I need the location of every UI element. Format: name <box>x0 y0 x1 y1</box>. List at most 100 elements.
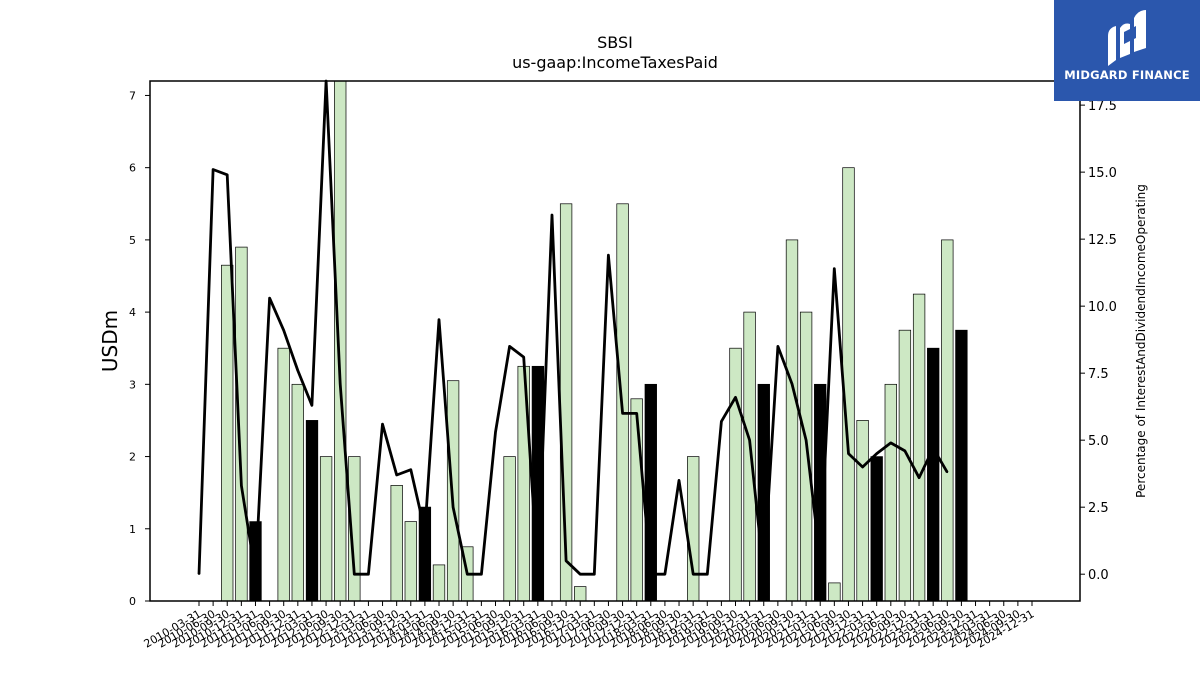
line-point <box>579 573 581 575</box>
y-axis-label: USDm <box>98 310 122 372</box>
line-point <box>734 396 737 399</box>
line-point <box>438 318 440 321</box>
line-point <box>381 423 384 425</box>
line-point <box>650 573 652 575</box>
line-point <box>805 439 807 442</box>
line-point <box>762 573 765 575</box>
y-tick-label: 5 <box>129 234 136 247</box>
line-point <box>777 345 779 348</box>
line-point <box>424 530 426 533</box>
bar-quarter <box>856 420 869 602</box>
y-tick-label: 1 <box>129 523 136 536</box>
y2-tick-label: 2.5 <box>1088 501 1109 516</box>
bar-quarter <box>574 586 587 602</box>
x-axis: 2010-03-312010-06-302010-09-302010-12-31… <box>142 601 1037 651</box>
line-point <box>353 573 356 575</box>
chart-subtitle: us-gaap:IncomeTaxesPaid <box>512 53 718 72</box>
line-point <box>748 439 751 442</box>
line-point <box>466 573 469 575</box>
line-point <box>819 560 821 562</box>
bar-quarter <box>743 311 756 602</box>
line-point <box>678 479 680 482</box>
line-point <box>791 383 793 385</box>
y2-tick-label: 5.0 <box>1088 434 1109 449</box>
y2-tick-label: 15.0 <box>1088 166 1117 181</box>
line-point <box>692 573 694 575</box>
line-point <box>621 412 624 415</box>
line-point <box>875 452 878 455</box>
y2-tick-label: 0.0 <box>1088 568 1109 583</box>
bar-quarter <box>912 293 926 602</box>
line-point <box>212 168 214 171</box>
line-point <box>395 474 398 476</box>
line-point <box>720 420 723 423</box>
y2-tick-label: 7.5 <box>1088 367 1109 382</box>
y-tick-label: 2 <box>129 451 136 464</box>
line-point <box>282 329 285 332</box>
line-point <box>664 573 666 575</box>
line-point <box>861 466 864 468</box>
bar-quarter <box>319 456 333 602</box>
line-point <box>240 484 243 487</box>
line-point <box>607 254 610 256</box>
bar-quarter <box>390 485 403 602</box>
line-point <box>946 471 949 474</box>
bar-annual <box>927 347 940 602</box>
bar-quarter <box>687 456 700 602</box>
bar-quarter <box>432 564 446 602</box>
line-point <box>932 447 934 450</box>
bar-annual <box>870 456 883 602</box>
y-tick-label: 3 <box>129 378 136 391</box>
line-point <box>904 450 906 452</box>
y-axis: 0 1 2 3 4 5 6 7 <box>129 89 150 608</box>
bar-annual <box>305 420 319 602</box>
line-point <box>537 573 539 575</box>
line-point <box>198 573 200 575</box>
y2-axis: 0.0 2.5 5.0 7.5 10.0 12.5 15.0 17.5 <box>1080 99 1117 583</box>
line-point <box>480 573 483 575</box>
y-tick-label: 4 <box>129 306 136 319</box>
logo-mark-icon <box>1108 10 1146 66</box>
line-point <box>890 442 892 444</box>
bar-quarter <box>941 239 954 602</box>
line-point <box>522 356 525 358</box>
line-series <box>197 79 949 576</box>
bar-quarter <box>277 347 290 602</box>
line-path <box>197 79 949 576</box>
chart-title: SBSI <box>597 33 633 52</box>
brand-logo: MIDGARD FINANCE <box>1054 0 1200 101</box>
line-point <box>706 573 709 575</box>
line-point <box>297 369 299 372</box>
bar-quarter <box>828 582 841 602</box>
line-point <box>268 297 271 299</box>
plot-frame <box>149 80 1081 602</box>
line-point <box>635 412 638 415</box>
line-point <box>918 476 920 479</box>
bar-annual <box>955 329 968 602</box>
bar-quarter <box>729 347 742 602</box>
line-point <box>226 174 228 176</box>
line-point <box>494 431 497 433</box>
line-point <box>367 573 370 575</box>
bar-quarter <box>799 311 813 602</box>
line-point <box>565 560 567 562</box>
line-point <box>551 214 553 216</box>
line-point <box>311 404 313 407</box>
line-point <box>593 573 596 575</box>
bar-quarter <box>221 264 234 602</box>
logo-text: MIDGARD FINANCE <box>1064 68 1190 82</box>
bar-quarter <box>404 521 417 602</box>
bar-quarter <box>884 383 897 602</box>
bar-quarter <box>291 383 304 602</box>
y2-axis-label: Percentage of InterestAndDividendIncomeO… <box>1134 184 1148 498</box>
bar-quarter <box>334 80 347 602</box>
y-tick-label: 7 <box>129 89 136 102</box>
bar-quarter <box>785 239 799 602</box>
line-point <box>452 506 454 509</box>
line-point <box>847 452 850 455</box>
bar-quarter <box>898 329 912 602</box>
y2-tick-label: 17.5 <box>1088 99 1117 114</box>
line-point <box>339 383 342 385</box>
bar-quarter <box>503 456 516 602</box>
